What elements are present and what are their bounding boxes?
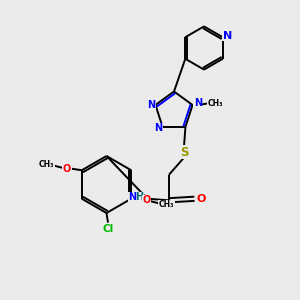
Text: S: S [180,146,188,159]
Text: N: N [194,98,202,109]
Text: N: N [223,31,232,41]
Text: Cl: Cl [102,224,114,234]
Text: O: O [63,164,71,174]
Text: N: N [147,100,155,110]
Text: H: H [135,192,143,202]
Text: N: N [128,192,136,202]
Text: CH₃: CH₃ [207,99,223,108]
Text: CH₃: CH₃ [159,200,174,209]
Text: O: O [196,194,206,204]
Text: N: N [154,123,162,133]
Text: O: O [142,195,150,205]
Text: CH₃: CH₃ [39,160,54,169]
